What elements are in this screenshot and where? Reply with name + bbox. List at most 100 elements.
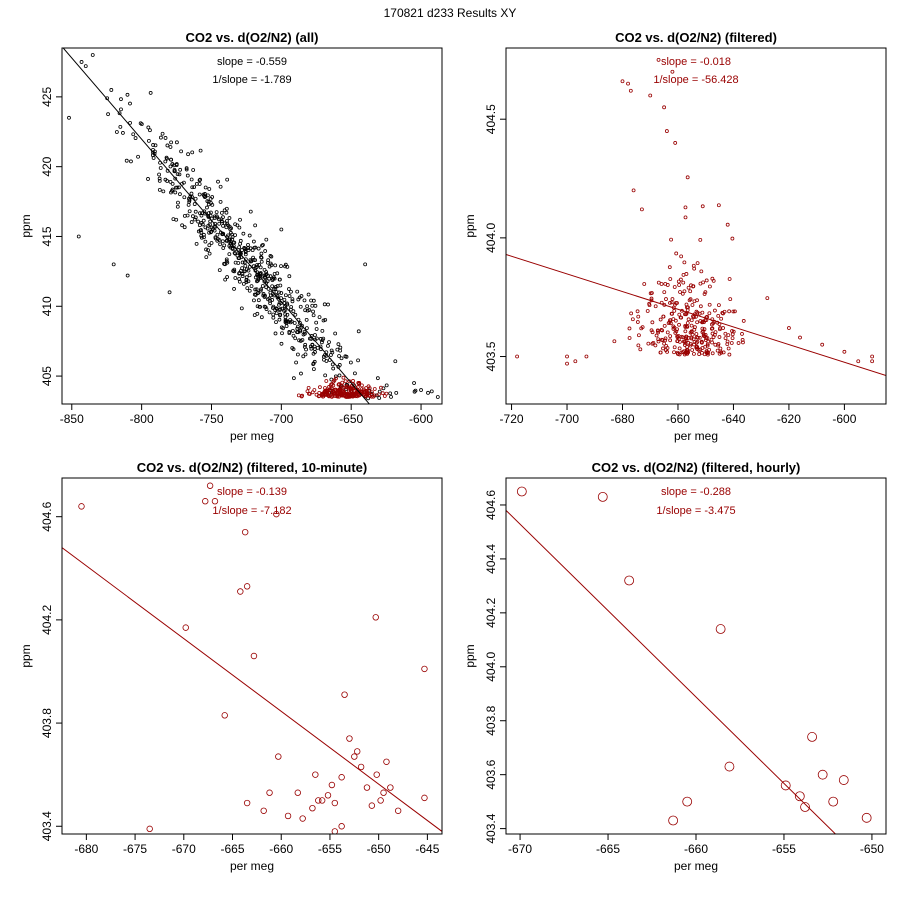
data-point <box>700 204 705 209</box>
data-point <box>691 337 696 342</box>
data-point <box>339 392 344 397</box>
data-point <box>245 286 250 291</box>
plot-frame <box>61 477 443 835</box>
data-point <box>629 311 634 316</box>
data-point <box>677 352 682 357</box>
data-point <box>190 150 195 155</box>
regression-line <box>62 48 371 404</box>
data-point <box>311 309 315 314</box>
data-point <box>640 325 645 330</box>
data-point <box>311 362 316 367</box>
data-point <box>232 240 237 245</box>
data-point <box>710 326 715 331</box>
data-point <box>125 273 130 278</box>
data-point <box>200 211 204 216</box>
data-point <box>136 154 140 159</box>
data-point <box>516 486 527 497</box>
chart-title: CO2 vs. d(O2/N2) (filtered) <box>615 30 777 45</box>
y-tick-label: 404.2 <box>484 598 498 628</box>
data-point <box>207 251 212 256</box>
data-point <box>271 287 276 292</box>
data-point <box>295 326 300 331</box>
data-point <box>259 255 264 260</box>
x-tick-label: -675 <box>123 842 147 856</box>
data-point <box>168 145 173 149</box>
data-point <box>67 115 71 120</box>
data-point <box>268 274 273 279</box>
data-point <box>655 328 660 333</box>
data-point <box>354 748 361 755</box>
data-point <box>689 318 694 323</box>
data-point <box>218 184 223 189</box>
data-point <box>288 320 293 325</box>
data-point <box>221 246 226 250</box>
data-point <box>861 812 872 823</box>
inverse-slope-annotation: 1/slope = -56.428 <box>653 74 738 86</box>
data-point <box>685 175 690 180</box>
data-point <box>798 335 802 340</box>
data-point <box>674 329 679 334</box>
x-tick-label: -720 <box>500 412 524 426</box>
data-point <box>203 194 208 199</box>
data-point <box>139 122 144 127</box>
data-point <box>649 296 654 301</box>
data-point <box>356 358 360 363</box>
data-point <box>412 381 416 385</box>
data-point <box>664 129 669 133</box>
data-point <box>241 281 246 286</box>
data-point <box>240 274 245 278</box>
data-point <box>256 246 261 251</box>
data-point <box>206 199 211 204</box>
data-point <box>259 255 263 260</box>
data-point <box>311 367 316 372</box>
data-point <box>159 135 163 140</box>
data-point <box>672 308 677 313</box>
data-point <box>348 360 353 365</box>
data-point <box>128 101 132 106</box>
data-point <box>211 498 219 505</box>
data-point <box>302 344 307 349</box>
data-point <box>338 823 345 830</box>
data-point <box>119 97 123 102</box>
data-point <box>293 312 298 317</box>
data-point <box>184 167 189 172</box>
data-point <box>662 323 667 328</box>
data-point <box>238 241 243 246</box>
data-point <box>252 245 257 250</box>
data-point <box>180 223 185 228</box>
data-point <box>268 301 273 306</box>
x-tick-label: -645 <box>415 842 439 856</box>
y-tick-label: 415 <box>40 226 54 246</box>
regression-line <box>62 547 442 832</box>
data-point <box>256 298 261 303</box>
data-point <box>221 223 225 228</box>
data-point <box>271 304 276 309</box>
data-point <box>307 336 312 341</box>
data-point <box>710 351 715 356</box>
data-point <box>186 152 190 157</box>
data-point <box>679 277 683 282</box>
data-point <box>807 732 818 742</box>
data-point <box>322 353 327 357</box>
data-point <box>251 264 256 269</box>
data-point <box>252 313 257 318</box>
data-point <box>716 313 721 318</box>
data-point <box>291 376 296 381</box>
data-point <box>685 321 690 325</box>
points-group <box>516 486 872 826</box>
data-point <box>351 753 358 760</box>
data-point <box>713 308 717 313</box>
data-point <box>186 202 191 207</box>
data-point <box>304 326 309 331</box>
data-point <box>741 340 745 345</box>
x-tick-label: -655 <box>318 842 342 856</box>
data-point <box>668 277 673 281</box>
data-point <box>723 331 728 336</box>
data-point <box>304 317 309 322</box>
data-point <box>206 214 211 218</box>
data-point <box>856 359 861 364</box>
data-point <box>207 187 212 191</box>
data-point <box>666 321 671 326</box>
data-point <box>718 346 723 351</box>
